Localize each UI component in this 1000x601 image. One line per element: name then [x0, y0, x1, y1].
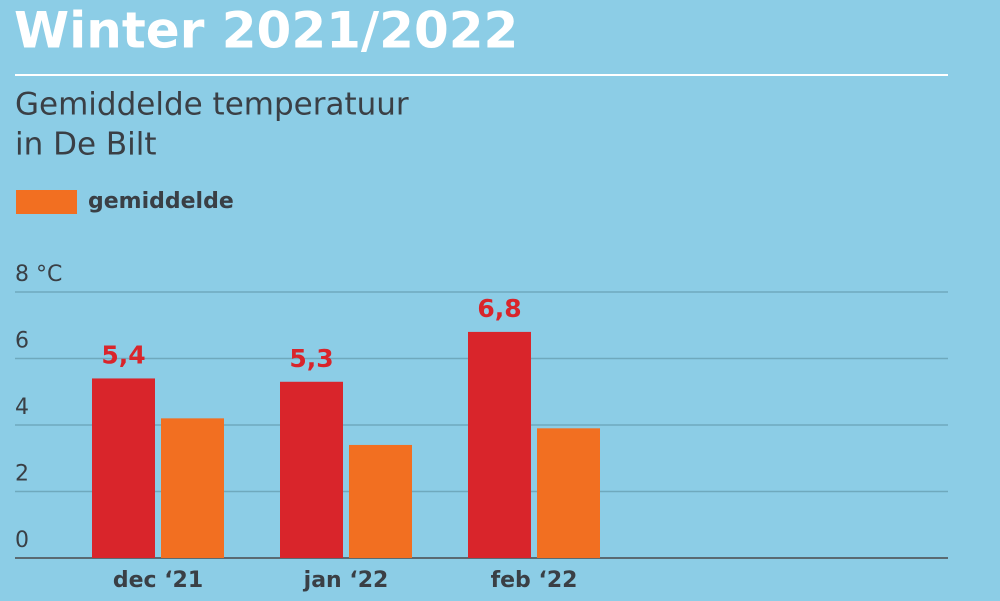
bar — [280, 381, 343, 558]
value-label: 6,8 — [477, 294, 521, 323]
x-tick-label: jan ‘22 — [303, 568, 389, 593]
chart-title: Winter 2021/2022 — [14, 2, 518, 60]
value-label: 5,4 — [101, 340, 145, 369]
y-tick-label: 2 — [15, 462, 29, 487]
x-tick-label: dec ‘21 — [113, 568, 203, 593]
chart-subtitle: in De Bilt — [15, 127, 157, 163]
bar — [92, 378, 155, 558]
legend-label: gemiddelde — [88, 189, 234, 214]
y-tick-label: 0 — [15, 528, 29, 553]
y-tick-label: 6 — [15, 329, 29, 354]
x-tick-label: feb ‘22 — [491, 568, 578, 593]
y-tick-label: 8 °C — [15, 262, 62, 287]
bar — [537, 428, 600, 558]
bar — [349, 444, 412, 558]
bar — [468, 331, 531, 558]
chart-subtitle: Gemiddelde temperatuur — [15, 87, 409, 123]
value-label: 5,3 — [289, 344, 333, 373]
legend-swatch — [16, 190, 77, 214]
y-tick-label: 4 — [15, 395, 29, 420]
bar — [161, 418, 224, 558]
